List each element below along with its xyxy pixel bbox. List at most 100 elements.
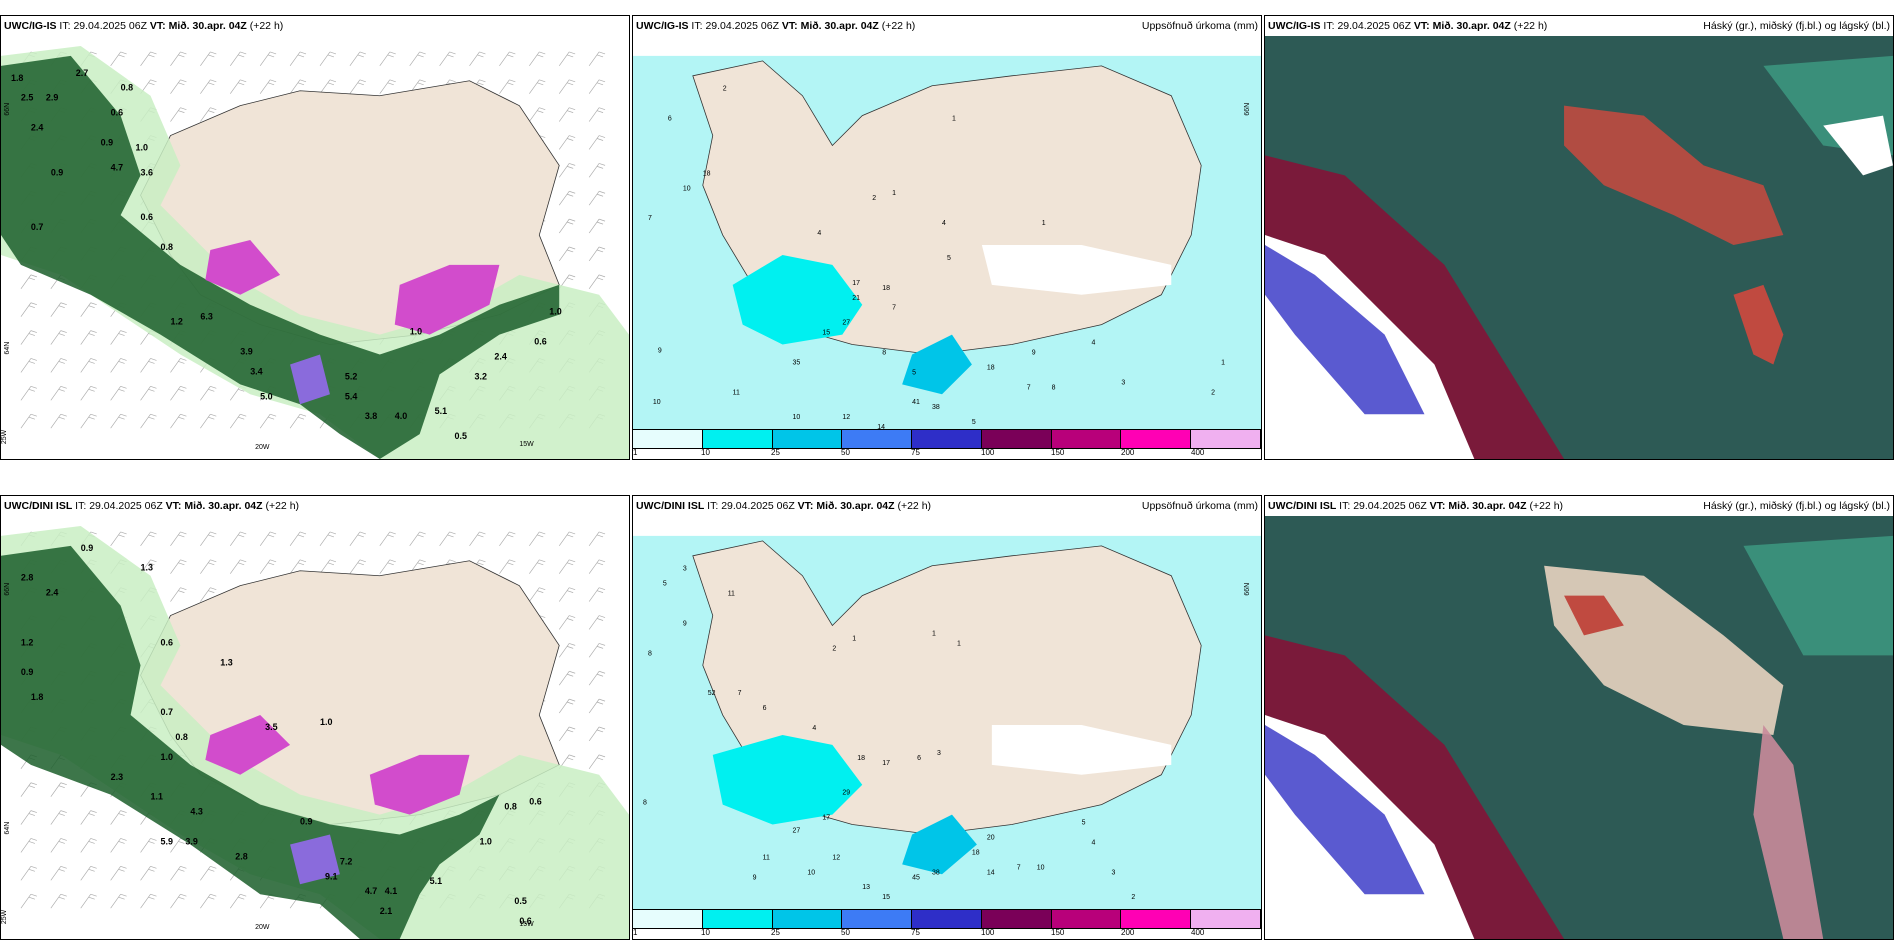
svg-text:2.4: 2.4 xyxy=(46,588,58,598)
svg-text:11: 11 xyxy=(763,854,770,861)
cloud-pink-band xyxy=(1753,725,1824,939)
model-name: UWC/IG-IS xyxy=(4,20,57,32)
svg-text:6.3: 6.3 xyxy=(200,312,212,322)
legend-swatch xyxy=(702,430,773,448)
svg-text:10: 10 xyxy=(653,399,661,406)
svg-text:14: 14 xyxy=(987,869,995,876)
legend-swatch xyxy=(912,430,982,448)
map-title: Háský (gr.), miðský (fj.bl.) og lágský (… xyxy=(1703,20,1890,32)
legend-tick: 150 xyxy=(1051,448,1065,457)
precip-25mm xyxy=(902,814,977,875)
svg-text:4: 4 xyxy=(1092,340,1096,347)
svg-text:9: 9 xyxy=(753,874,757,881)
model-name: UWC/DINI ISL xyxy=(4,500,73,512)
svg-text:1.1: 1.1 xyxy=(151,792,163,802)
svg-text:12: 12 xyxy=(832,854,840,861)
svg-text:1.2: 1.2 xyxy=(170,317,182,327)
svg-text:0.9: 0.9 xyxy=(21,667,33,677)
svg-text:1.3: 1.3 xyxy=(220,657,232,667)
svg-text:5: 5 xyxy=(663,581,667,588)
intense-precip-2 xyxy=(369,754,470,815)
cloud-map xyxy=(1265,36,1893,459)
panel-bottom-middle: UWC/DINI ISL IT: 29.04.2025 06Z VT: Mið.… xyxy=(632,495,1262,940)
svg-text:0.6: 0.6 xyxy=(160,637,172,647)
svg-text:52: 52 xyxy=(708,690,716,697)
it-label: IT: xyxy=(1339,500,1351,512)
svg-text:3: 3 xyxy=(1121,379,1125,386)
precip-10mm xyxy=(732,254,863,345)
legend-ticks: 1 10 25 50 75 100 150 200 400 xyxy=(633,448,1261,459)
svg-text:27: 27 xyxy=(842,320,850,327)
svg-text:7: 7 xyxy=(1027,384,1031,391)
legend-swatch xyxy=(912,910,982,928)
svg-text:3: 3 xyxy=(1111,869,1115,876)
svg-text:2: 2 xyxy=(872,195,876,202)
panel-bottom-right: UWC/DINI ISL IT: 29.04.2025 06Z VT: Mið.… xyxy=(1264,495,1894,940)
svg-text:2.9: 2.9 xyxy=(46,93,58,103)
svg-text:5: 5 xyxy=(1082,820,1086,827)
legend-swatch xyxy=(702,910,773,928)
vt-value: Mið. 30.apr. 04Z xyxy=(184,500,263,512)
svg-text:1.8: 1.8 xyxy=(11,73,23,83)
panel-top-left: UWC/IG-IS IT: 29.04.2025 06Z VT: Mið. 30… xyxy=(0,15,630,460)
it-value: 29.04.2025 06Z xyxy=(705,20,779,32)
svg-text:17: 17 xyxy=(882,760,890,767)
svg-text:3.5: 3.5 xyxy=(265,722,277,732)
svg-text:1: 1 xyxy=(892,190,896,197)
svg-text:4.0: 4.0 xyxy=(395,411,407,421)
svg-text:4.1: 4.1 xyxy=(385,886,397,896)
svg-text:29: 29 xyxy=(842,790,850,797)
svg-text:5: 5 xyxy=(947,255,951,262)
legend-tick: 75 xyxy=(911,928,920,937)
svg-text:5: 5 xyxy=(972,419,976,426)
cloud-teal-area xyxy=(1743,535,1893,656)
intense-precip-1 xyxy=(205,715,291,775)
svg-text:0.5: 0.5 xyxy=(455,431,467,441)
svg-text:2.4: 2.4 xyxy=(31,123,43,133)
vt-label: VT: xyxy=(781,20,798,32)
svg-text:6: 6 xyxy=(763,705,767,712)
vt-value: Mið. 30.apr. 04Z xyxy=(1432,20,1511,32)
precip-25mm xyxy=(902,334,972,395)
svg-text:1: 1 xyxy=(932,630,936,637)
legend-tick: 200 xyxy=(1121,928,1135,937)
legend-ticks: 1 10 25 50 75 100 150 200 400 xyxy=(633,928,1261,939)
svg-text:0.6: 0.6 xyxy=(529,797,541,807)
legend-swatch xyxy=(1121,910,1192,928)
intense-precip-3 xyxy=(290,834,340,885)
svg-text:0.7: 0.7 xyxy=(31,222,43,232)
svg-text:2: 2 xyxy=(832,645,836,652)
svg-text:27: 27 xyxy=(792,828,800,835)
it-label: IT: xyxy=(75,500,87,512)
svg-text:64N: 64N xyxy=(4,822,11,835)
svg-text:5.4: 5.4 xyxy=(345,391,357,401)
legend-tick: 150 xyxy=(1051,928,1065,937)
svg-text:1: 1 xyxy=(1042,220,1046,227)
svg-text:7: 7 xyxy=(648,215,652,222)
it-value: 29.04.2025 06Z xyxy=(89,500,163,512)
svg-text:0.9: 0.9 xyxy=(51,167,63,177)
map-title: Uppsöfnuð úrkoma (mm) xyxy=(1141,20,1258,32)
legend-tick: 50 xyxy=(841,448,850,457)
legend-tick: 100 xyxy=(981,448,995,457)
precip-10mm xyxy=(712,734,863,825)
svg-text:66N: 66N xyxy=(4,583,11,596)
svg-text:20: 20 xyxy=(987,834,995,841)
svg-text:0.6: 0.6 xyxy=(141,212,153,222)
vt-value: Mið. 30.apr. 04Z xyxy=(800,20,879,32)
svg-text:9: 9 xyxy=(683,620,687,627)
svg-text:3.4: 3.4 xyxy=(250,366,262,376)
cloud-map xyxy=(1265,516,1893,939)
legend-swatch xyxy=(633,430,703,448)
precip-legend: 1 10 25 50 75 100 150 200 400 xyxy=(633,909,1261,939)
legend-tick: 400 xyxy=(1191,928,1205,937)
svg-text:11: 11 xyxy=(733,389,740,396)
map-svg-tr xyxy=(1265,36,1893,459)
svg-text:1.0: 1.0 xyxy=(160,752,172,762)
it-label: IT: xyxy=(707,500,719,512)
legend-swatch xyxy=(981,910,1052,928)
svg-text:66N: 66N xyxy=(1244,103,1251,116)
lead-time: (+22 h) xyxy=(249,20,284,32)
svg-text:1: 1 xyxy=(957,640,961,647)
